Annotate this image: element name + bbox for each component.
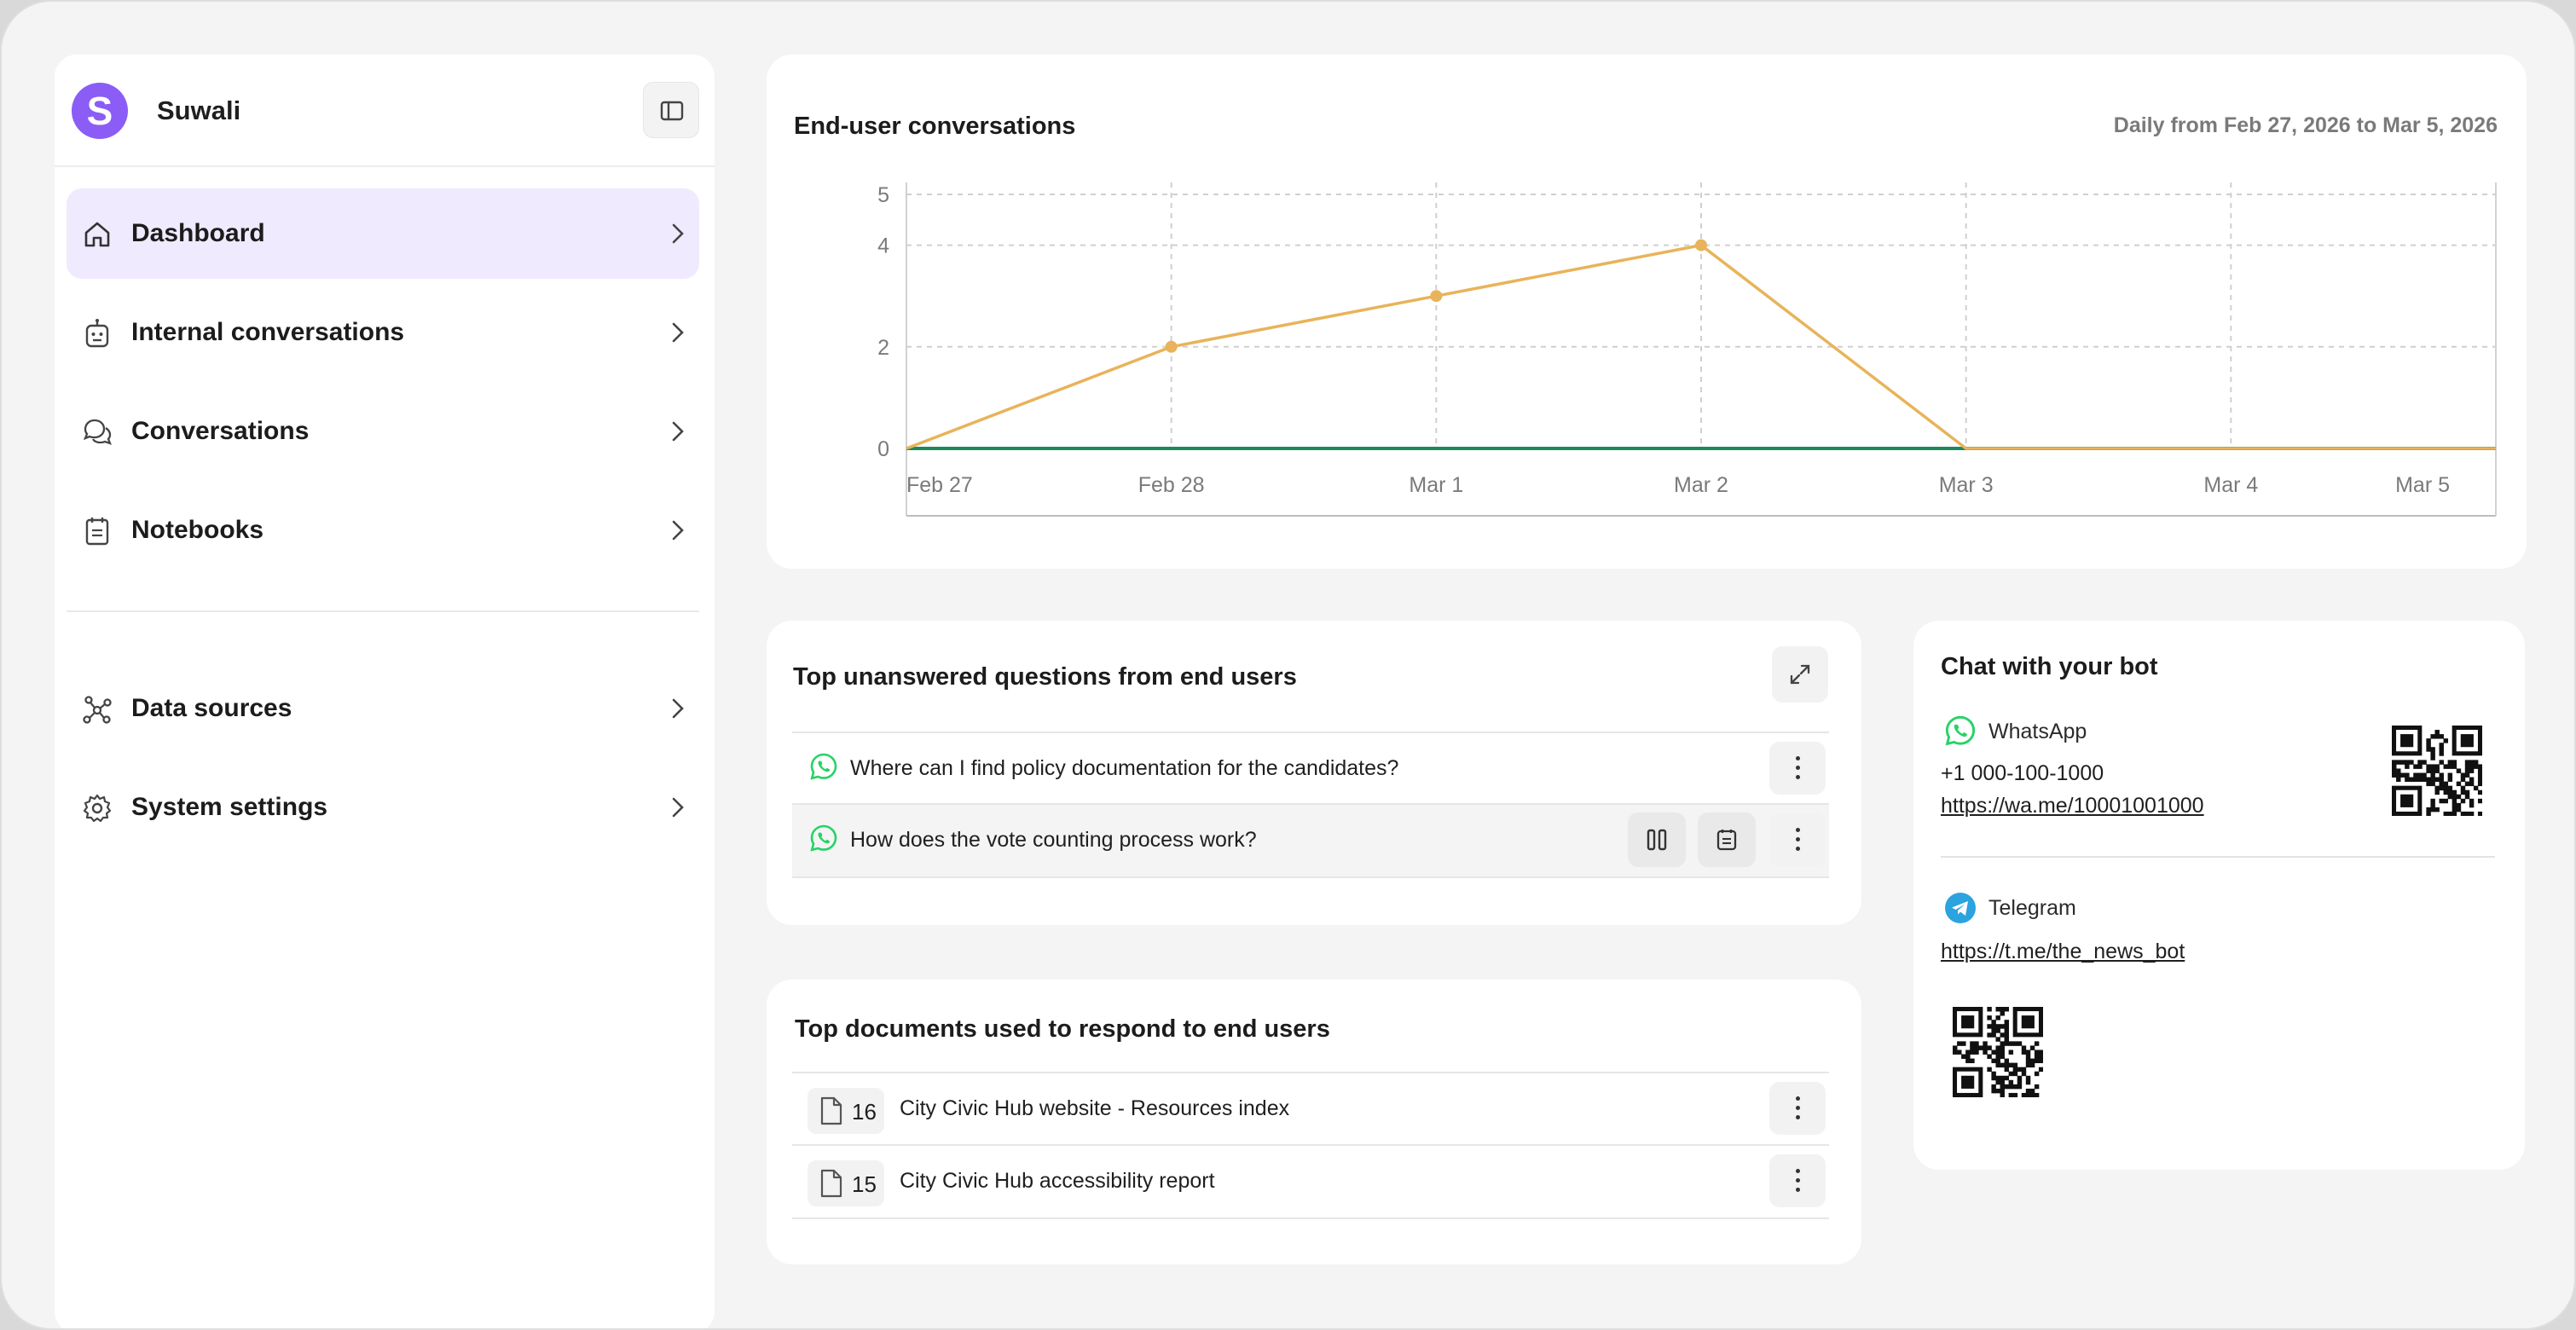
notebook-icon xyxy=(85,518,109,546)
y-tick-label: 0 xyxy=(877,437,889,461)
whatsapp-qr-code xyxy=(2392,726,2482,816)
sidebar-item-label: System settings xyxy=(131,793,328,821)
row-menu-button[interactable] xyxy=(1769,742,1826,795)
chat-with-bot-card: Chat with your bot WhatsApp +1 000-100-1… xyxy=(1913,621,2525,1170)
document-row[interactable]: 16 City Civic Hub website - Resources in… xyxy=(792,1072,1829,1145)
add-to-notebook-button[interactable] xyxy=(1698,812,1756,867)
notebook-icon xyxy=(1716,830,1737,851)
conversations-chart-card: End-user conversations Daily from Feb 27… xyxy=(767,55,2527,569)
sidebar-item-notebooks[interactable]: Notebooks xyxy=(67,485,699,575)
expand-icon xyxy=(1790,664,1810,685)
columns-icon xyxy=(1647,829,1667,851)
document-count-badge: 16 xyxy=(808,1088,884,1134)
chevron-right-icon xyxy=(672,223,684,244)
document-row[interactable]: 15 City Civic Hub accessibility report xyxy=(792,1144,1829,1219)
y-tick-label: 5 xyxy=(877,183,889,207)
sidebar-item-internal-conversations[interactable]: Internal conversations xyxy=(67,287,699,378)
chevron-right-icon xyxy=(672,520,684,541)
expand-button[interactable] xyxy=(1772,646,1828,703)
row-menu-button[interactable] xyxy=(1769,813,1826,866)
chart-card-title: End-user conversations xyxy=(794,113,1076,140)
telegram-icon xyxy=(1945,893,1976,923)
sidebar-item-conversations[interactable]: Conversations xyxy=(67,386,699,477)
document-icon xyxy=(820,1096,842,1125)
whatsapp-icon xyxy=(810,824,837,852)
x-tick-label: Mar 3 xyxy=(1939,473,1994,497)
row-menu-button[interactable] xyxy=(1769,1154,1826,1207)
split-view-button[interactable] xyxy=(1628,812,1686,867)
x-tick-label: Mar 5 xyxy=(2395,473,2450,497)
document-count: 16 xyxy=(852,1099,877,1125)
row-menu-button[interactable] xyxy=(1769,1082,1826,1135)
telegram-label: Telegram xyxy=(1988,896,2076,920)
y-tick-label: 4 xyxy=(877,234,889,258)
question-text: Where can I find policy documentation fo… xyxy=(850,756,1399,780)
x-tick-label: Feb 28 xyxy=(1138,473,1205,497)
y-tick-label: 2 xyxy=(877,336,889,360)
sidebar-item-system-settings[interactable]: System settings xyxy=(67,762,699,853)
top-documents-card: Top documents used to respond to end use… xyxy=(767,980,1861,1264)
sidebar-item-label: Data sources xyxy=(131,694,292,722)
sidebar: S Suwali Dashboard xyxy=(55,55,715,1328)
whatsapp-icon xyxy=(1945,715,1976,746)
collapse-sidebar-button[interactable] xyxy=(643,82,699,138)
chart-date-range: Daily from Feb 27, 2026 to Mar 5, 2026 xyxy=(2113,113,2498,137)
document-name: City Civic Hub accessibility report xyxy=(900,1169,1215,1193)
unanswered-questions-card: Top unanswered questions from end users … xyxy=(767,621,1861,925)
bot-card-title: Chat with your bot xyxy=(1941,653,2158,680)
line-chart: 0 2 4 5 Feb 27 Feb 28 Mar 1 Mar 2 Mar 3 Mar 4 Mar … xyxy=(877,182,2497,517)
chevron-right-icon xyxy=(672,698,684,719)
x-tick-label: Mar 1 xyxy=(1409,473,1463,497)
sidebar-divider xyxy=(67,610,699,612)
sidebar-item-label: Conversations xyxy=(131,417,310,445)
document-icon xyxy=(820,1169,842,1198)
sidebar-toggle-icon xyxy=(660,101,684,121)
brand-avatar: S xyxy=(72,83,128,139)
graph-nodes-icon xyxy=(83,696,112,724)
question-row[interactable]: How does the vote counting process work? xyxy=(792,803,1829,878)
documents-card-title: Top documents used to respond to end use… xyxy=(795,1015,1330,1043)
sidebar-item-label: Dashboard xyxy=(131,219,265,247)
x-tick-label: Mar 2 xyxy=(1674,473,1728,497)
chevron-right-icon xyxy=(672,322,684,343)
document-count: 15 xyxy=(852,1171,877,1197)
data-point xyxy=(1165,340,1178,353)
sidebar-item-label: Internal conversations xyxy=(131,318,405,346)
document-name: City Civic Hub website - Resources index xyxy=(900,1096,1290,1120)
data-point xyxy=(1695,239,1707,252)
brand-name: Suwali xyxy=(157,95,241,125)
document-count-badge: 15 xyxy=(808,1160,884,1206)
x-tick-label: Mar 4 xyxy=(2203,473,2258,497)
data-point xyxy=(1430,290,1443,303)
whatsapp-label: WhatsApp xyxy=(1988,720,2087,743)
x-tick-label: Feb 27 xyxy=(906,473,973,497)
telegram-link[interactable]: https://t.me/the_news_bot xyxy=(1941,940,2185,963)
question-text: How does the vote counting process work? xyxy=(850,828,1257,852)
whatsapp-link[interactable]: https://wa.me/10001001000 xyxy=(1941,794,2204,818)
bot-card-divider xyxy=(1941,856,2495,858)
chevron-right-icon xyxy=(672,797,684,818)
questions-card-title: Top unanswered questions from end users xyxy=(793,663,1297,691)
sidebar-header: S Suwali xyxy=(55,55,715,167)
robot-icon xyxy=(85,319,109,348)
gear-icon xyxy=(83,794,112,823)
whatsapp-phone: +1 000-100-1000 xyxy=(1941,761,2104,785)
home-icon xyxy=(84,222,110,247)
sidebar-item-label: Notebooks xyxy=(131,516,264,544)
sidebar-item-data-sources[interactable]: Data sources xyxy=(67,663,699,754)
sidebar-item-dashboard[interactable]: Dashboard xyxy=(67,188,699,279)
chevron-right-icon xyxy=(672,421,684,442)
question-row[interactable]: Where can I find policy documentation fo… xyxy=(792,732,1829,805)
telegram-qr-code xyxy=(1953,1007,2043,1097)
chat-bubbles-icon xyxy=(83,419,112,445)
whatsapp-icon xyxy=(810,753,837,780)
